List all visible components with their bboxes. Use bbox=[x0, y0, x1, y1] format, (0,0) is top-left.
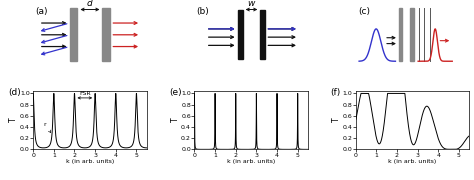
Text: $d$: $d$ bbox=[86, 0, 94, 8]
Bar bbox=[410, 8, 414, 61]
Text: (c): (c) bbox=[358, 7, 370, 16]
Y-axis label: T: T bbox=[9, 118, 18, 122]
Text: (f): (f) bbox=[331, 88, 341, 97]
Y-axis label: T: T bbox=[332, 118, 341, 122]
X-axis label: k (in arb. units): k (in arb. units) bbox=[227, 159, 275, 164]
X-axis label: k (in arb. units): k (in arb. units) bbox=[66, 159, 114, 164]
Bar bbox=[260, 10, 265, 59]
Bar bbox=[102, 8, 110, 61]
Text: FSR: FSR bbox=[79, 91, 91, 96]
Text: (b): (b) bbox=[197, 7, 210, 16]
Text: (e): (e) bbox=[169, 88, 182, 97]
Bar bbox=[399, 8, 402, 61]
Text: r: r bbox=[44, 122, 51, 132]
Text: (a): (a) bbox=[36, 7, 48, 16]
Bar bbox=[70, 8, 77, 61]
Y-axis label: T: T bbox=[171, 118, 180, 122]
X-axis label: k (in arb. units): k (in arb. units) bbox=[388, 159, 437, 164]
Text: $w$: $w$ bbox=[246, 0, 256, 8]
Text: (d): (d) bbox=[8, 88, 21, 97]
Bar bbox=[237, 10, 243, 59]
